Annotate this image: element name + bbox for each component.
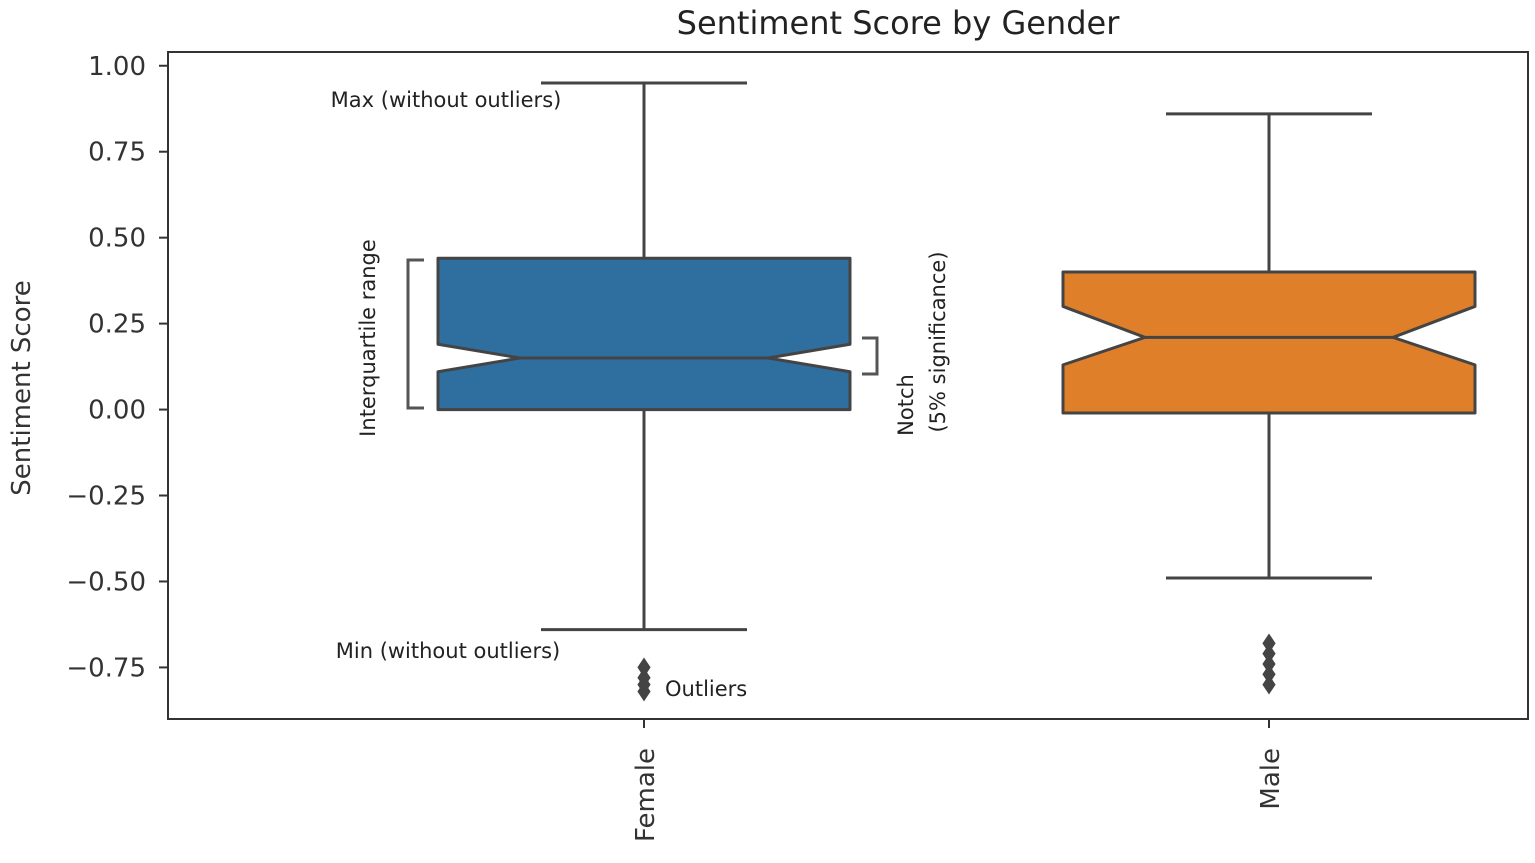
y-tick-label: 1.00 (88, 52, 146, 82)
chart-title: Sentiment Score by Gender (677, 4, 1121, 42)
y-tick-label: 0.75 (88, 138, 146, 168)
y-tick-label: −0.75 (66, 653, 146, 683)
y-tick-label: 0.25 (88, 310, 146, 340)
box-female (436, 81, 852, 702)
notched-box (1061, 270, 1477, 415)
min-annotation: Min (without outliers) (336, 639, 561, 663)
max-annotation: Max (without outliers) (331, 88, 562, 112)
plot-area (436, 81, 1477, 702)
notch-annotation-line1: Notch (894, 374, 918, 436)
notch-bracket (862, 336, 879, 376)
y-axis: 1.00 0.75 0.50 0.25 0.00 −0.25 −0.50 −0.75 (66, 52, 168, 683)
x-tick-label: Female (631, 748, 661, 842)
y-tick-label: 0.00 (88, 396, 146, 426)
iqr-annotation: Interquartile range (356, 239, 380, 437)
annotations: Max (without outliers) Min (without outl… (331, 88, 950, 701)
y-axis-label: Sentiment Score (7, 280, 37, 495)
iqr-bracket (406, 258, 424, 410)
x-axis: Female Male (631, 719, 1286, 842)
y-tick-label: −0.50 (66, 567, 146, 597)
outlier-point (1262, 674, 1276, 695)
y-tick-label: 0.50 (88, 224, 146, 254)
outlier-point (637, 681, 651, 702)
box-male (1061, 112, 1477, 695)
outliers-annotation: Outliers (665, 677, 747, 701)
y-tick-label: −0.25 (66, 482, 146, 512)
x-tick-label: Male (1256, 748, 1286, 810)
notch-annotation-line2: (5% significance) (926, 251, 950, 432)
notched-box (436, 256, 852, 412)
plot-frame (167, 51, 1529, 720)
